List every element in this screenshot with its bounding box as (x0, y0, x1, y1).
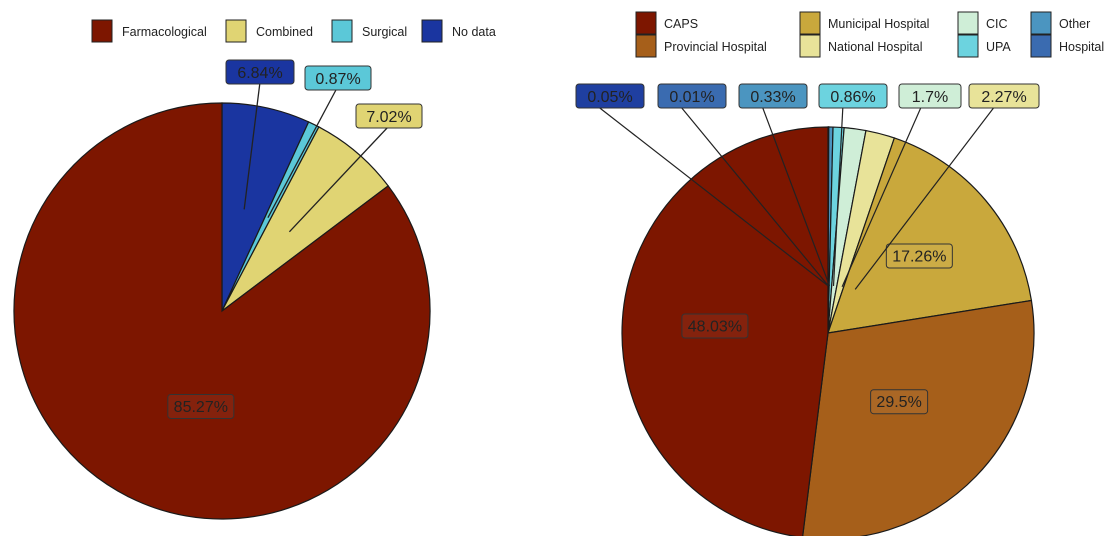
legend-label-surgical: Surgical (362, 25, 407, 39)
data-label-85-27: 85.27% (174, 399, 228, 416)
legend-label-upa: UPA (986, 40, 1011, 54)
legend-swatch (331, 19, 353, 43)
callout-box (818, 83, 888, 109)
legend-1: Farmacological Combined Surgical No data (91, 19, 496, 43)
callout-box (304, 65, 372, 91)
legend-swatch (957, 34, 979, 58)
data-label-0-86-: 0.86% (830, 89, 875, 106)
leader-line (854, 107, 994, 290)
legend-swatch (635, 34, 657, 58)
legend-swatch (421, 19, 443, 43)
callout-box (738, 83, 808, 109)
data-label-box (870, 389, 929, 415)
data-label-box (167, 393, 235, 419)
leader-line (288, 126, 389, 233)
leader-line (832, 107, 844, 287)
leader-line (599, 107, 829, 287)
data-label-1-7-: 1.7% (912, 89, 948, 106)
data-label-2-27-: 2.27% (981, 89, 1026, 106)
leader-line (762, 107, 831, 287)
legend-swatch (1030, 34, 1052, 58)
callout-box (575, 83, 645, 109)
legend-label-national-hospital: National Hospital (828, 40, 923, 54)
legend-label-provincial-hospital: Provincial Hospital (664, 40, 767, 54)
leader-line (243, 81, 261, 210)
callout-box (225, 59, 295, 85)
leader-line (267, 87, 338, 218)
legend-label-hospital: Hospital (1059, 40, 1104, 54)
legend-label-other: Other (1059, 17, 1090, 31)
data-label-7-02-: 7.02% (366, 109, 411, 126)
legend-swatch (1030, 11, 1052, 35)
data-label-box (681, 313, 749, 339)
data-label-0-33-: 0.33% (750, 89, 795, 106)
pie-slice-provincial-hospital (827, 137, 1033, 334)
data-label-17-26-: 17.26% (892, 248, 946, 265)
data-label-6-84-: 6.84% (237, 65, 282, 82)
data-label-29-5-: 29.5% (876, 394, 921, 411)
data-label-0-01-: 0.01% (669, 89, 714, 106)
callout-box (657, 83, 727, 109)
legend-swatch (799, 11, 821, 35)
legend-swatch (635, 11, 657, 35)
data-label-0-87-: 0.87% (315, 71, 360, 88)
legend-label-combined: Combined (256, 25, 313, 39)
legend-2: CAPS Provincial Hospital Municipal Hospita… (635, 11, 1104, 58)
legend-label-municipal-hospital: Municipal Hospital (828, 17, 929, 31)
callout-box (355, 103, 423, 129)
data-label-48-03-: 48.03% (688, 318, 742, 335)
legend-label-farmacological: Farmacological (122, 25, 207, 39)
callout-box (968, 83, 1040, 109)
data-label-0-05-: 0.05% (587, 89, 632, 106)
pie-chart-1: 85.27% 6.84% 0.87% 7.02% (13, 59, 431, 520)
pie-slice-provincial-hospital-b (802, 299, 1035, 536)
leader-line (681, 107, 829, 287)
legend-swatch (957, 11, 979, 35)
leader-line (841, 107, 922, 288)
pie-slice-farmacological (13, 102, 431, 520)
pie-chart-2: 48.03% 29.5% 17.26% 0.05% 0.01% 0.33% 0.86% 1.7… (575, 83, 1040, 536)
legend-swatch (91, 19, 113, 43)
legend-label-no-data: No data (452, 25, 496, 39)
legend-label-caps: CAPS (664, 17, 698, 31)
legend-swatch (799, 34, 821, 58)
callout-box (898, 83, 962, 109)
legend-label-cic: CIC (986, 17, 1008, 31)
legend-swatch (225, 19, 247, 43)
data-label-box (885, 243, 953, 269)
